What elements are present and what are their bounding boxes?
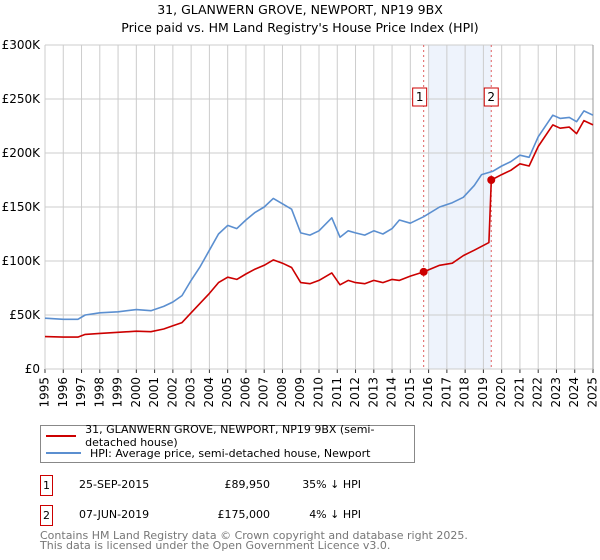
x-tick-label: 2015 [403, 377, 417, 408]
transaction-hpi-diff: 35% ↓ HPI [302, 478, 361, 491]
chart-title: 31, GLANWERN GROVE, NEWPORT, NP19 9BX [157, 2, 443, 17]
marker-label: 2 [487, 90, 495, 104]
transaction-date: 07-JUN-2019 [79, 508, 150, 521]
x-tick-label: 2011 [330, 377, 344, 408]
legend-label: 31, GLANWERN GROVE, NEWPORT, NP19 9BX (s… [85, 423, 375, 449]
legend-label: HPI: Average price, semi-detached house,… [90, 446, 371, 460]
y-tick-label: £200K [2, 146, 42, 160]
transaction-price: £89,950 [224, 478, 271, 491]
transaction-date: 25-SEP-2015 [79, 478, 150, 491]
x-tick-label: 2019 [476, 377, 490, 408]
x-tick-label: 2024 [567, 377, 581, 408]
x-tick-label: 1998 [92, 377, 106, 408]
y-tick-label: £100K [2, 254, 42, 268]
y-tick-label: £50K [9, 308, 41, 322]
sale-point [419, 267, 428, 276]
transaction-hpi-diff: 4% ↓ HPI [309, 508, 361, 521]
x-tick-label: 2020 [494, 377, 508, 408]
legend-item-property: 31, GLANWERN GROVE, NEWPORT, NP19 9BX (s… [41, 423, 414, 449]
price-chart: 31, GLANWERN GROVE, NEWPORT, NP19 9BX Pr… [2, 2, 600, 408]
x-tick-label: 2023 [549, 377, 563, 408]
legend: 31, GLANWERN GROVE, NEWPORT, NP19 9BX (s… [40, 423, 415, 463]
y-tick-label: £250K [2, 92, 42, 106]
x-tick-label: 2000 [129, 377, 143, 408]
x-tick-label: 2017 [439, 377, 453, 408]
x-tick-label: 2022 [531, 377, 545, 408]
hpi-line [44, 110, 594, 321]
y-tick-label: £150K [2, 200, 42, 214]
price-paid-line [44, 119, 594, 338]
y-tick-label: £300K [2, 38, 42, 52]
x-tick-label: 2012 [348, 377, 362, 408]
chart-subtitle: Price paid vs. HM Land Registry's House … [121, 20, 478, 35]
x-tick-label: 1999 [111, 377, 125, 408]
marker-label: 1 [416, 90, 424, 104]
x-tick-label: 2003 [184, 377, 198, 408]
x-tick-label: 2016 [421, 377, 435, 408]
footer-copyright: Contains HM Land Registry data © Crown c… [40, 529, 468, 542]
x-tick-label: 2002 [165, 377, 179, 408]
sale-point [487, 176, 496, 184]
transaction-row: 1 25-SEP-2015 £89,950 35% ↓ HPI [40, 475, 460, 497]
x-tick-label: 1996 [56, 377, 70, 408]
x-tick-label: 2007 [257, 377, 271, 408]
x-tick-label: 2001 [147, 377, 161, 408]
marker-badge: 2 [40, 505, 53, 526]
x-tick-label: 2025 [586, 377, 600, 408]
x-tick-label: 1997 [74, 377, 88, 408]
transaction-row: 2 07-JUN-2019 £175,000 4% ↓ HPI [40, 505, 460, 527]
legend-swatch-red [46, 435, 77, 437]
x-tick-label: 2014 [385, 377, 399, 408]
x-tick-label: 2021 [512, 377, 526, 408]
marker-badge: 1 [40, 475, 53, 496]
footer: Contains HM Land Registry data © Crown c… [40, 529, 468, 552]
legend-swatch-blue [46, 452, 81, 454]
marker-label-box [412, 87, 428, 107]
x-tick-label: 2008 [275, 377, 289, 408]
x-tick-label: 2004 [202, 377, 216, 408]
x-tick-label: 2005 [220, 377, 234, 408]
x-tick-label: 2010 [312, 377, 326, 408]
x-tick-label: 2018 [458, 377, 472, 408]
x-tick-label: 2006 [238, 377, 252, 408]
x-tick-label: 2009 [293, 377, 307, 408]
footer-licence: This data is licensed under the Open Gov… [40, 539, 391, 552]
legend-item-hpi: HPI: Average price, semi-detached house,… [41, 445, 370, 461]
y-tick-label: £0 [25, 362, 40, 376]
x-tick-label: 1995 [38, 377, 52, 408]
marker-label-box [483, 87, 499, 107]
x-tick-label: 2013 [366, 377, 380, 408]
transaction-price: £175,000 [217, 508, 271, 521]
